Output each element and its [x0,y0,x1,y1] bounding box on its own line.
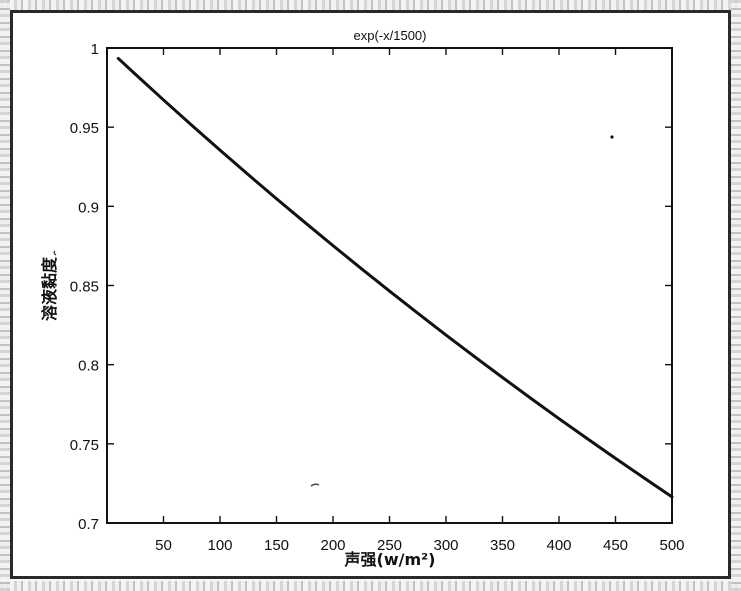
series-point [134,73,137,76]
series-point [501,376,504,379]
series-point [162,99,165,101]
series-point [614,457,617,460]
series-point [247,173,250,176]
series-point [671,495,673,498]
series-point [416,312,419,315]
scan-edge-bottom [0,581,741,591]
series-point [190,124,193,127]
scan-mark [53,250,57,256]
series-point [586,437,589,440]
y-tick-label: 0.75 [70,437,99,454]
scan-speck [610,135,614,139]
series-point [558,417,560,420]
x-tick-label: 400 [546,537,571,554]
x-tick-label: 100 [207,537,232,554]
y-axis-label: 溶液黏度 [40,256,59,321]
series-point [473,355,476,358]
x-tick-label: 350 [490,537,515,554]
scan-mark [310,483,320,487]
chart-title: exp(-x/1500) [354,28,427,43]
series-point [529,397,532,400]
x-tick-label: 200 [320,537,345,554]
x-axis-label: 声强(w/m²) [344,550,436,569]
x-tick-label: 50 [155,537,172,554]
series-point [303,221,306,224]
x-tick-label: 300 [433,537,458,554]
y-tick-label: 0.9 [78,199,99,216]
plot-area [106,47,673,524]
scan-edge-left [0,0,10,591]
y-tick-label: 1 [91,41,99,58]
x-tick-label: 500 [659,537,684,554]
scan-edge-top [0,0,741,10]
series-point [275,197,278,200]
x-tick-label: 150 [264,537,289,554]
x-axis-ticks: 50 100 150 200 250 300 350 400 450 500 [155,48,685,554]
y-axis-ticks: 0.7 0.75 0.8 0.85 0.9 0.95 1 [70,41,672,533]
y-tick-label: 0.85 [70,279,99,296]
series-point [117,57,120,60]
series-point [388,290,391,292]
series-points [117,57,673,498]
x-tick-label: 250 [377,537,402,554]
series-point [219,149,221,152]
series-point [642,476,645,479]
x-tick-label: 450 [603,537,628,554]
series-point [360,267,363,270]
y-tick-label: 0.95 [70,120,99,137]
y-tick-label: 0.8 [78,358,99,375]
series-point [445,334,447,336]
scan-edge-right [731,0,741,591]
y-tick-label: 0.7 [78,516,99,533]
series-point [332,244,334,247]
